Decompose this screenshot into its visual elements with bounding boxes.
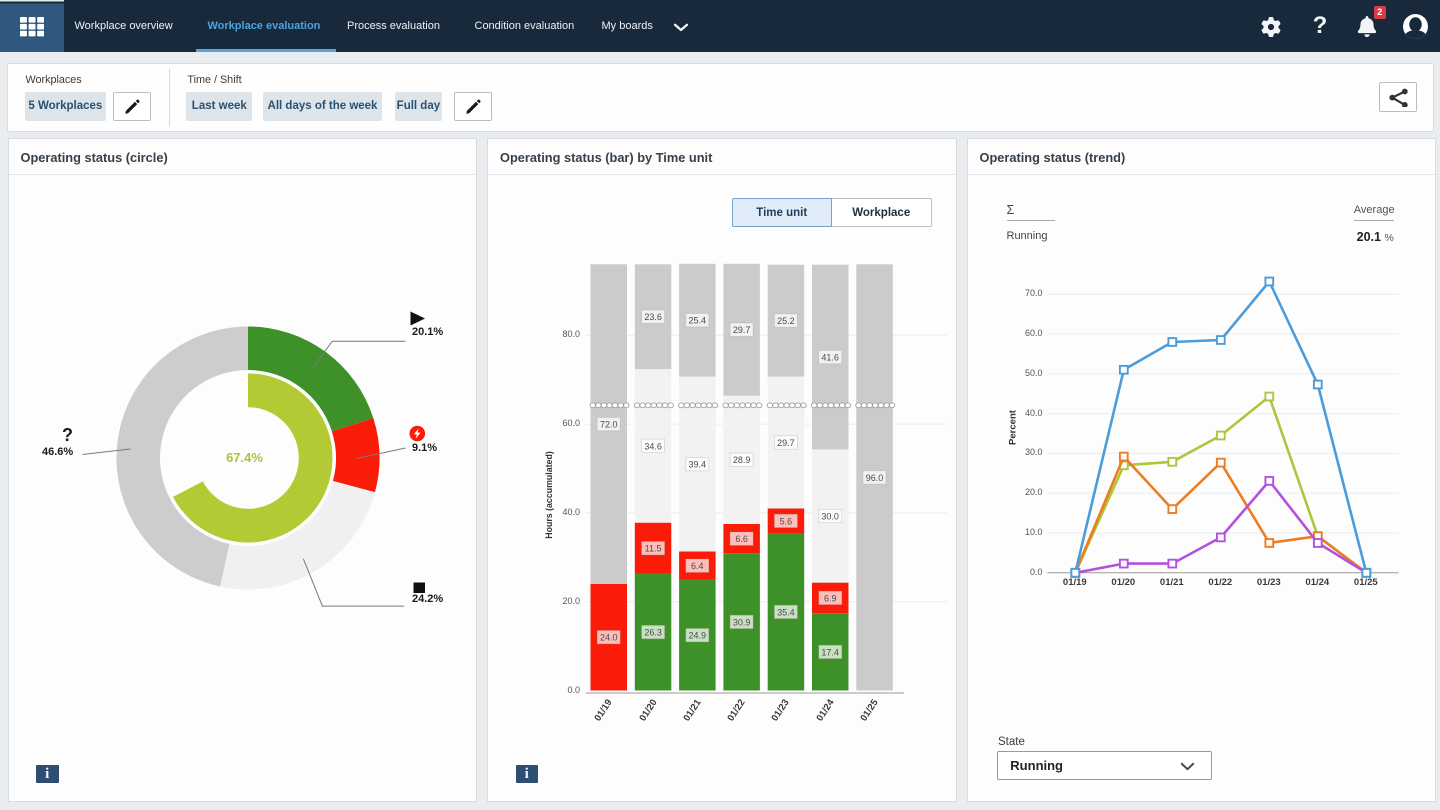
- svg-text:24.9: 24.9: [689, 630, 707, 640]
- svg-text:96.0: 96.0: [866, 472, 884, 482]
- svg-text:17.4: 17.4: [821, 647, 839, 657]
- svg-text:23.6: 23.6: [644, 312, 662, 322]
- svg-text:30.9: 30.9: [733, 617, 751, 627]
- svg-text:28.9: 28.9: [733, 455, 751, 465]
- svg-text:41.6: 41.6: [821, 352, 839, 362]
- svg-text:39.4: 39.4: [689, 459, 707, 469]
- svg-text:24.0: 24.0: [600, 632, 618, 642]
- svg-text:26.3: 26.3: [644, 627, 662, 637]
- svg-text:34.6: 34.6: [644, 441, 662, 451]
- svg-text:72.0: 72.0: [600, 419, 618, 429]
- svg-text:6.6: 6.6: [735, 534, 748, 544]
- svg-text:35.4: 35.4: [777, 607, 795, 617]
- svg-text:25.4: 25.4: [689, 315, 707, 325]
- svg-text:6.9: 6.9: [824, 593, 837, 603]
- svg-text:11.5: 11.5: [645, 543, 662, 553]
- svg-text:25.2: 25.2: [777, 316, 795, 326]
- svg-text:29.7: 29.7: [733, 325, 751, 335]
- svg-text:5.6: 5.6: [780, 516, 793, 526]
- svg-text:6.4: 6.4: [691, 561, 704, 571]
- svg-text:30.0: 30.0: [821, 511, 839, 521]
- svg-text:29.7: 29.7: [777, 437, 795, 447]
